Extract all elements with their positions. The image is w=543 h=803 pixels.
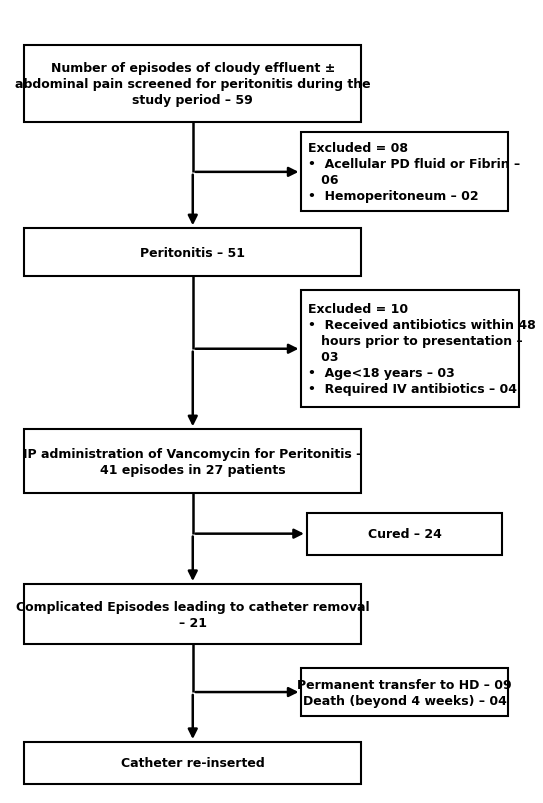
FancyBboxPatch shape (24, 742, 361, 784)
Text: Number of episodes of cloudy effluent ±
abdominal pain screened for peritonitis : Number of episodes of cloudy effluent ± … (15, 62, 370, 107)
Text: Cured – 24: Cured – 24 (368, 528, 441, 540)
FancyBboxPatch shape (24, 430, 361, 494)
Text: Permanent transfer to HD – 09
Death (beyond 4 weeks) – 04: Permanent transfer to HD – 09 Death (bey… (297, 678, 512, 707)
Text: IP administration of Vancomycin for Peritonitis –
41 episodes in 27 patients: IP administration of Vancomycin for Peri… (23, 447, 362, 476)
Text: Complicated Episodes leading to catheter removal
– 21: Complicated Episodes leading to catheter… (16, 600, 370, 629)
FancyBboxPatch shape (301, 291, 519, 408)
Text: Excluded = 10
•  Received antibiotics within 48
   hours prior to presentation –: Excluded = 10 • Received antibiotics wit… (308, 303, 536, 396)
FancyBboxPatch shape (307, 513, 502, 555)
FancyBboxPatch shape (301, 668, 508, 716)
Text: Excluded = 08
•  Acellular PD fluid or Fibrin –
   06
•  Hemoperitoneum – 02: Excluded = 08 • Acellular PD fluid or Fi… (308, 142, 521, 203)
FancyBboxPatch shape (24, 585, 361, 644)
FancyBboxPatch shape (24, 229, 361, 277)
FancyBboxPatch shape (301, 133, 508, 212)
Text: Catheter re-inserted: Catheter re-inserted (121, 756, 264, 769)
Text: Peritonitis – 51: Peritonitis – 51 (140, 247, 245, 259)
FancyBboxPatch shape (24, 46, 361, 123)
